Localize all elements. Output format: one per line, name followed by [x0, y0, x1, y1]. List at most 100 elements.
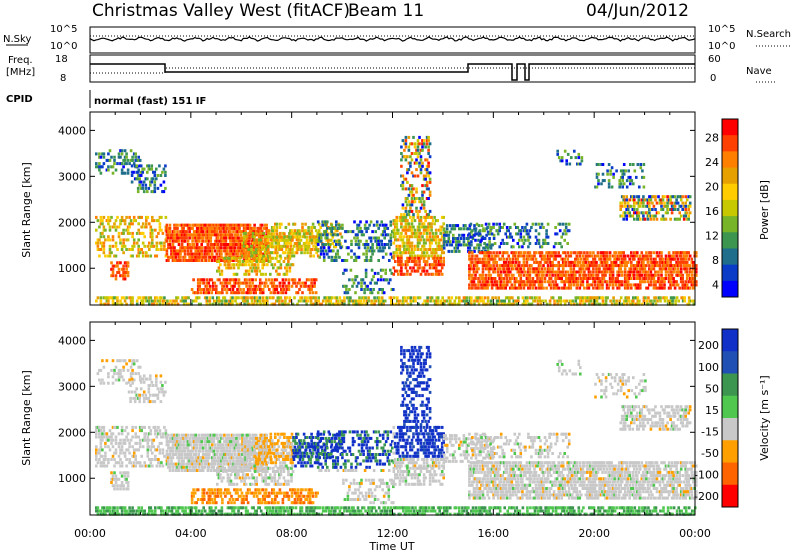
heatmap-cell [166, 299, 169, 303]
heatmap-cell [608, 277, 612, 280]
heatmap-cell [365, 252, 368, 256]
heatmap-cell [465, 302, 469, 306]
heatmap-cell [604, 260, 607, 264]
heatmap-cell [417, 296, 420, 300]
heatmap-cell [672, 264, 675, 268]
heatmap-cell [640, 260, 644, 264]
heatmap-cell [440, 225, 444, 229]
heatmap-cell [501, 226, 504, 229]
heatmap-cell [439, 254, 442, 258]
heatmap-cell [283, 251, 287, 255]
heatmap-cell [272, 302, 275, 306]
heatmap-cell [548, 283, 551, 287]
heatmap-cell [447, 296, 451, 300]
heatmap-cell [113, 254, 116, 258]
heatmap-cell [561, 260, 565, 264]
heatmap-cell [377, 243, 380, 246]
heatmap-cell [418, 164, 421, 168]
heatmap-cell [619, 296, 623, 300]
heatmap-cell [483, 302, 487, 306]
heatmap-cell [141, 222, 145, 226]
heatmap-cell [180, 226, 184, 230]
heatmap-cell [548, 267, 551, 271]
heatmap-cell [631, 208, 635, 211]
heatmap-cell [433, 299, 437, 303]
heatmap-cell [637, 214, 641, 218]
heatmap-cell [263, 281, 266, 285]
heatmap-cell [232, 239, 235, 243]
heatmap-cell [580, 283, 583, 287]
heatmap-cell [356, 255, 359, 259]
heatmap-cell [215, 223, 219, 227]
heatmap-cell [630, 286, 633, 290]
heatmap-cell [283, 238, 286, 242]
heatmap-cell [484, 251, 488, 255]
heatmap-cell [278, 260, 281, 263]
heatmap-cell [663, 277, 666, 280]
heatmap-cell [464, 296, 467, 300]
heatmap-cell [489, 229, 492, 233]
heatmap-cell [433, 260, 436, 263]
heatmap-cell [223, 263, 227, 267]
heatmap-cell [373, 296, 376, 300]
heatmap-cell [507, 270, 510, 274]
heatmap-cell [149, 228, 153, 232]
heatmap-cell [464, 299, 467, 303]
heatmap-cell [141, 254, 145, 258]
heatmap-cell [591, 302, 594, 306]
heatmap-cell [518, 267, 521, 271]
heatmap-cell [195, 243, 199, 246]
heatmap-cell [223, 296, 227, 300]
heatmap-cell [639, 277, 642, 280]
heatmap-cell [559, 159, 562, 163]
heatmap-cell [258, 278, 262, 282]
heatmap-cell [690, 257, 694, 261]
heatmap-cell [598, 283, 601, 287]
heatmap-cell [232, 272, 236, 276]
heatmap-cell [208, 233, 211, 237]
heatmap-cell [183, 236, 187, 240]
heatmap-cell [670, 277, 674, 280]
heatmap-cell [527, 302, 531, 306]
heatmap-cell [516, 254, 520, 258]
heatmap-cell [401, 272, 405, 276]
heatmap-cell [626, 283, 630, 287]
heatmap-cell [143, 296, 146, 300]
heatmap-cell [371, 249, 374, 253]
heatmap-cell [486, 254, 489, 258]
heatmap-cell [603, 179, 606, 183]
heatmap-cell [491, 296, 494, 300]
heatmap-cell [226, 252, 229, 256]
heatmap-cell [575, 270, 579, 274]
heatmap-cell [530, 254, 533, 258]
heatmap-cell [208, 246, 211, 250]
heatmap-cell [257, 244, 261, 248]
heatmap-cell [416, 254, 420, 258]
heatmap-cell [619, 260, 622, 264]
heatmap-cell [540, 222, 544, 226]
heatmap-cell [173, 230, 176, 234]
heatmap-cell [327, 249, 331, 253]
heatmap-cell [648, 254, 651, 258]
heatmap-cell [532, 299, 535, 303]
heatmap-cell [675, 217, 678, 221]
heatmap-cell [253, 263, 257, 267]
heatmap-cell [418, 241, 421, 245]
heatmap-cell [437, 238, 441, 242]
heatmap-cell [616, 270, 619, 274]
heatmap-cell [250, 251, 253, 255]
heatmap-cell [147, 167, 151, 171]
heatmap-cell [291, 263, 295, 267]
heatmap-cell [633, 264, 636, 268]
heatmap-cell [101, 244, 104, 248]
heatmap-cell [673, 251, 677, 255]
heatmap-cell [228, 302, 231, 306]
heatmap-cell [222, 296, 225, 300]
heatmap-cell [427, 248, 430, 251]
date-title: 04/Jun/2012 [586, 1, 689, 21]
heatmap-cell [430, 241, 433, 245]
heatmap-cell [679, 198, 683, 202]
heatmap-cell [554, 251, 557, 255]
heatmap-cell [626, 201, 630, 205]
heatmap-cell [345, 246, 349, 250]
